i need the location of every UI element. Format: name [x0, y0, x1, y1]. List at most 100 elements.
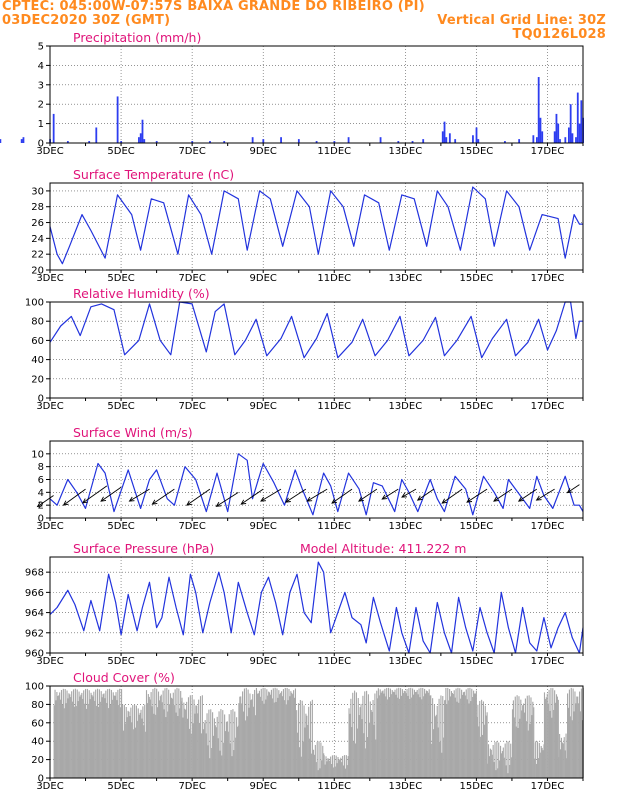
cloud-bar [434, 716, 436, 778]
cloud-bar [468, 703, 470, 778]
cloud-bar [250, 700, 252, 778]
cloud-bar [337, 757, 339, 778]
cloud-bar [83, 690, 85, 778]
x-tick-label: 13DEC [388, 656, 422, 667]
series-line [49, 301, 583, 359]
panel-frame [49, 182, 584, 271]
wind-arrow-head [566, 488, 573, 494]
cloud-bar [235, 737, 237, 778]
cloud-bar [327, 758, 329, 778]
wind-arrow-head [240, 499, 247, 505]
cloud-bar [543, 692, 546, 778]
cloud-bar [140, 709, 142, 778]
wind-arrow-head [82, 498, 88, 504]
cloud-bar [500, 753, 503, 778]
cloud-bar [429, 695, 431, 778]
cloud-bar [353, 741, 355, 778]
cloud-bar [523, 703, 525, 778]
cloud-bar [233, 750, 235, 778]
x-tick-label: 5DEC [107, 273, 134, 284]
cloud-bar [157, 691, 160, 778]
precip-bar [443, 121, 446, 143]
cloud-bar [106, 702, 108, 778]
wind-arrow-head [493, 496, 499, 502]
cloud-bar [551, 717, 553, 778]
x-tick-label: 15DEC [460, 521, 494, 532]
cloud-bar [400, 688, 402, 778]
y-tick-label: 40 [31, 737, 44, 748]
cloud-bar [330, 764, 333, 778]
cloud-bar [424, 688, 426, 778]
cloud-bar [569, 716, 571, 778]
cloud-bar [395, 694, 397, 778]
wind-arrow-head [128, 496, 135, 502]
cloud-bar [272, 688, 274, 778]
cloud-bar [81, 692, 83, 778]
precip-bar [280, 137, 282, 143]
cloud-bar [191, 696, 193, 778]
cloud-bar [516, 695, 518, 778]
cloud-bar [102, 694, 104, 778]
cloud-bar [533, 707, 535, 778]
cloud-bar [402, 693, 404, 778]
wind-arrow-head [151, 499, 158, 505]
y-tick-label: 60 [31, 336, 44, 347]
cloud-bar [200, 733, 202, 778]
cloud-bar [275, 701, 277, 778]
precip-bar [397, 141, 400, 143]
x-tick-label: 9DEC [250, 401, 277, 412]
series-line [49, 561, 584, 654]
cloud-bar [406, 689, 408, 778]
cloud-bar [330, 756, 332, 778]
cloud-bar [98, 689, 100, 778]
cloud-bar [538, 743, 540, 778]
cloud-bar [137, 708, 139, 778]
cloud-bar [308, 706, 310, 778]
cloud-bar [374, 693, 376, 778]
cloud-bar [105, 690, 107, 778]
y-tick-label: 962 [25, 628, 44, 639]
y-tick-label: 960 [25, 649, 44, 660]
wind-arrow-head [535, 495, 542, 501]
cloud-bar [453, 690, 455, 778]
cloud-bar [54, 689, 56, 778]
cloud-bar [531, 715, 533, 778]
cloud-bar [427, 692, 429, 778]
cloud-bar [187, 697, 190, 778]
cloud-bar [564, 750, 566, 778]
cloud-bar [267, 695, 269, 778]
y-tick-label: 968 [25, 568, 44, 579]
cloud-bar [384, 688, 386, 778]
cloud-bar [568, 689, 570, 778]
cloud-bar [574, 691, 576, 778]
y-tick-label: 20 [31, 266, 44, 277]
cloud-bar [163, 709, 165, 778]
y-tick-label: 966 [25, 588, 44, 599]
cloud-bar [435, 714, 437, 778]
cloud-bar [108, 708, 110, 778]
cloud-bar [282, 689, 285, 778]
wind-arrow-head [358, 496, 364, 502]
cloud-bar [362, 695, 364, 778]
cloud-bar [164, 688, 166, 778]
cloud-bar [317, 770, 319, 778]
cloud-bar [508, 741, 510, 778]
cloud-bar [169, 704, 171, 778]
cloud-bar [463, 691, 465, 778]
cloud-bar [504, 743, 506, 778]
cloud-bar [58, 695, 60, 778]
cloud-bar [533, 742, 535, 778]
header-grid-line: Vertical Grid Line: 30Z [437, 13, 606, 28]
panel-6 [46, 685, 584, 781]
cloud-bar [304, 727, 306, 778]
cloud-bar [108, 688, 111, 778]
cloud-bar [407, 695, 409, 778]
cloud-bar [285, 704, 287, 778]
cloud-bar [253, 706, 255, 778]
x-tick-label: 15DEC [460, 781, 494, 792]
cloud-bar [416, 689, 418, 778]
cloud-bar [202, 729, 204, 778]
cloud-bar [243, 688, 245, 778]
cloud-bar [580, 688, 582, 778]
cloud-bar [347, 756, 349, 778]
